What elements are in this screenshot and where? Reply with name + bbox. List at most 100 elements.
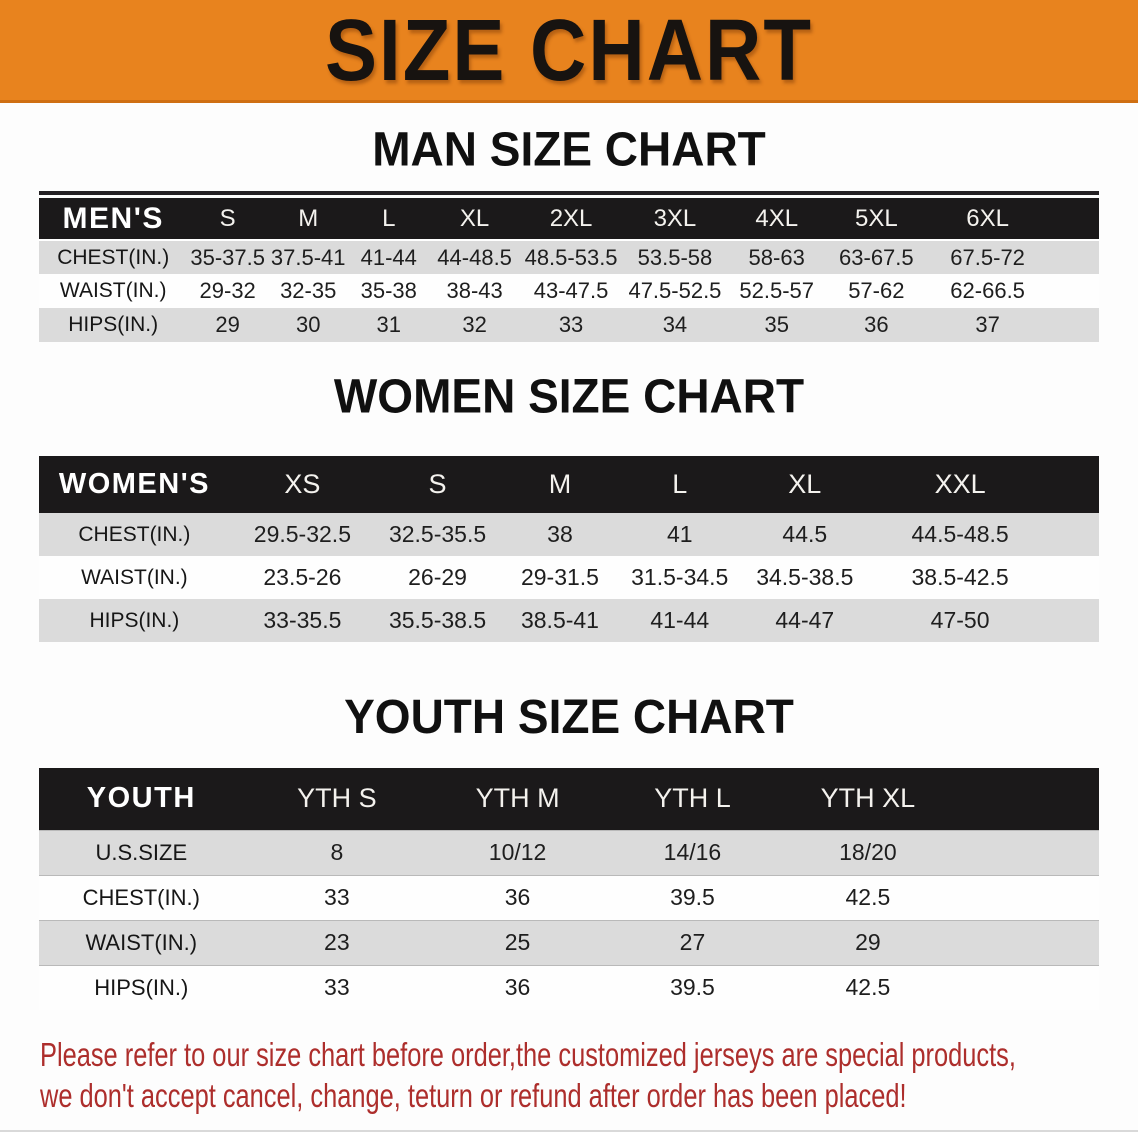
table-row: HIPS(IN.) 33 36 39.5 42.5: [39, 964, 1099, 1010]
youth-table-wrap: YOUTH YTH S YTH M YTH L YTH XL U.S.SIZE 8 10/1…: [39, 768, 1099, 1010]
cell-value: 67.5-72: [927, 239, 1049, 274]
cell-value: 36: [430, 874, 606, 920]
cell-value: 39.5: [605, 964, 780, 1010]
cell-value: 29: [779, 919, 956, 965]
table-row: CHEST(IN.) 29.5-32.5 32.5-35.5 38 41 44.5 44.5…: [39, 513, 1099, 556]
size-column-header: S: [187, 198, 268, 240]
table-row: U.S.SIZE 8 10/12 14/16 18/20: [39, 829, 1099, 875]
size-column-header: 6XL: [927, 198, 1049, 240]
size-table-title: MEN'S: [39, 198, 188, 240]
size-column-header: YTH XL: [779, 768, 956, 830]
size-column-header: 5XL: [825, 198, 928, 240]
row-label: WAIST(IN.): [39, 274, 188, 308]
header-filler: [1048, 198, 1099, 240]
cell-value: 42.5: [779, 964, 956, 1010]
cell-value: 41-44: [619, 599, 740, 642]
cell-value: 35-38: [348, 274, 430, 308]
cell-value: 58-63: [727, 239, 826, 274]
cell-value: 48.5-53.5: [520, 239, 622, 274]
cell-value: 38.5-42.5: [870, 556, 1051, 599]
man-section-heading: MAN SIZE CHART: [372, 121, 766, 176]
size-column-header: XS: [229, 456, 376, 513]
youth-size-table: YOUTH YTH S YTH M YTH L YTH XL U.S.SIZE 8 10/1…: [39, 768, 1099, 1010]
table-row: HIPS(IN.) 33-35.5 35.5-38.5 38.5-41 41-44 44-…: [39, 599, 1099, 642]
youth-section-heading: YOUTH SIZE CHART: [344, 688, 794, 744]
size-table-title: WOMEN'S: [39, 456, 230, 513]
bottom-edge-divider: [0, 1130, 1138, 1132]
row-filler: [955, 874, 1099, 920]
cell-value: 47-50: [870, 599, 1051, 642]
size-column-header: XXL: [870, 456, 1051, 513]
table-top-border: [39, 191, 1099, 195]
table-row: CHEST(IN.) 35-37.5 37.5-41 41-44 44-48.5 48.5…: [39, 239, 1099, 274]
size-table-title: YOUTH: [39, 768, 244, 830]
size-column-header: M: [267, 198, 349, 240]
size-column-header: 4XL: [727, 198, 826, 240]
cell-value: 38.5-41: [500, 599, 620, 642]
row-filler: [1048, 274, 1099, 308]
cell-value: 29: [187, 308, 268, 342]
table-row: WAIST(IN.) 23 25 27 29: [39, 919, 1099, 965]
disclaimer: Please refer to our size chart before or…: [40, 1034, 1138, 1116]
row-label: HIPS(IN.): [39, 964, 244, 1010]
row-filler: [955, 919, 1099, 965]
size-column-header: 3XL: [621, 198, 728, 240]
mens-header-row: MEN'S S M L XL 2XL 3XL 4XL 5XL 6XL: [39, 198, 1099, 240]
row-filler: [1048, 239, 1099, 274]
cell-value: 62-66.5: [927, 274, 1049, 308]
cell-value: 32.5-35.5: [375, 513, 501, 556]
row-filler: [1050, 556, 1099, 599]
size-column-header: YTH M: [430, 768, 606, 830]
youth-size-section: YOUTH SIZE CHART YOUTH YTH S YTH M YTH L YTH…: [0, 642, 1138, 1010]
size-column-header: YTH S: [243, 768, 431, 830]
cell-value: 27: [605, 919, 780, 965]
cell-value: 52.5-57: [727, 274, 826, 308]
cell-value: 32-35: [267, 274, 349, 308]
cell-value: 32: [429, 308, 521, 342]
man-size-section: MAN SIZE CHART MEN'S S M L XL 2XL 3XL 4XL 5XL 6XL…: [0, 103, 1138, 342]
cell-value: 36: [430, 964, 606, 1010]
cell-value: 18/20: [779, 829, 956, 875]
cell-value: 44.5-48.5: [870, 513, 1051, 556]
header-filler: [955, 768, 1099, 830]
row-label: WAIST(IN.): [39, 556, 230, 599]
cell-value: 34: [621, 308, 728, 342]
mens-table-wrap: MEN'S S M L XL 2XL 3XL 4XL 5XL 6XL CHEST(IN.) 35-3…: [39, 191, 1099, 342]
cell-value: 41: [619, 513, 740, 556]
cell-value: 29.5-32.5: [229, 513, 376, 556]
cell-value: 29-31.5: [500, 556, 620, 599]
row-label: HIPS(IN.): [39, 599, 230, 642]
row-filler: [955, 829, 1099, 875]
womens-table-wrap: WOMEN'S XS S M L XL XXL CHEST(IN.) 29.5-32.5 32.…: [39, 456, 1099, 642]
cell-value: 30: [267, 308, 349, 342]
size-column-header: L: [348, 198, 430, 240]
cell-value: 37: [927, 308, 1049, 342]
size-column-header: 2XL: [520, 198, 622, 240]
cell-value: 23.5-26: [229, 556, 376, 599]
cell-value: 33: [520, 308, 622, 342]
size-column-header: L: [619, 456, 740, 513]
youth-header-row: YOUTH YTH S YTH M YTH L YTH XL: [39, 768, 1099, 830]
cell-value: 44-48.5: [429, 239, 521, 274]
cell-value: 10/12: [430, 829, 606, 875]
women-size-section: WOMEN SIZE CHART WOMEN'S XS S M L XL XXL CHEST…: [0, 342, 1138, 642]
cell-value: 33: [243, 964, 431, 1010]
cell-value: 38: [500, 513, 620, 556]
table-row: WAIST(IN.) 29-32 32-35 35-38 38-43 43-47.5 47.…: [39, 274, 1099, 308]
size-column-header: S: [375, 456, 501, 513]
row-label: CHEST(IN.): [39, 239, 188, 274]
cell-value: 63-67.5: [825, 239, 928, 274]
cell-value: 35: [727, 308, 826, 342]
table-row: HIPS(IN.) 29 30 31 32 33 34 35 36 37: [39, 308, 1099, 342]
cell-value: 8: [243, 829, 431, 875]
row-label: CHEST(IN.): [39, 513, 230, 556]
row-filler: [1048, 308, 1099, 342]
mens-size-table: MEN'S S M L XL 2XL 3XL 4XL 5XL 6XL CHEST(IN.) 35-3…: [39, 198, 1099, 342]
cell-value: 23: [243, 919, 431, 965]
cell-value: 31.5-34.5: [619, 556, 740, 599]
cell-value: 29-32: [187, 274, 268, 308]
cell-value: 42.5: [779, 874, 956, 920]
cell-value: 57-62: [825, 274, 928, 308]
size-column-header: M: [500, 456, 620, 513]
